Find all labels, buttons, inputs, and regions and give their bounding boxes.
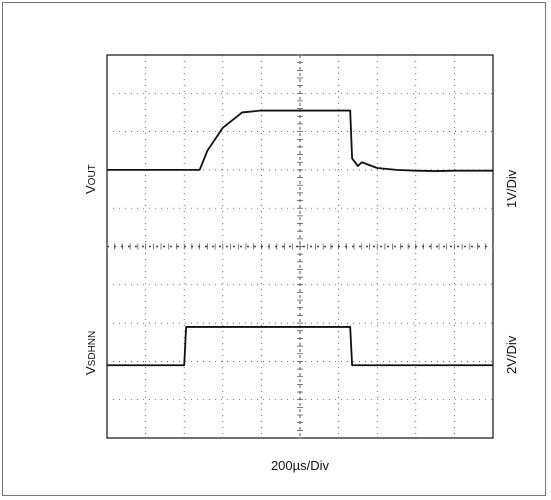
vsdhnn-scale-label: 2V/Div xyxy=(504,335,519,374)
vsdhnn-trace xyxy=(107,326,493,367)
vout-trace xyxy=(107,109,493,172)
vsdhnn-label: VSDHNN xyxy=(83,331,98,375)
vout-scale-label: 1V/Div xyxy=(504,169,519,208)
figure-frame xyxy=(2,2,546,496)
traces xyxy=(107,109,493,367)
vout-label: VOUT xyxy=(83,164,98,194)
grid xyxy=(106,54,494,439)
x-axis-label: 200µs/Div xyxy=(271,458,330,473)
